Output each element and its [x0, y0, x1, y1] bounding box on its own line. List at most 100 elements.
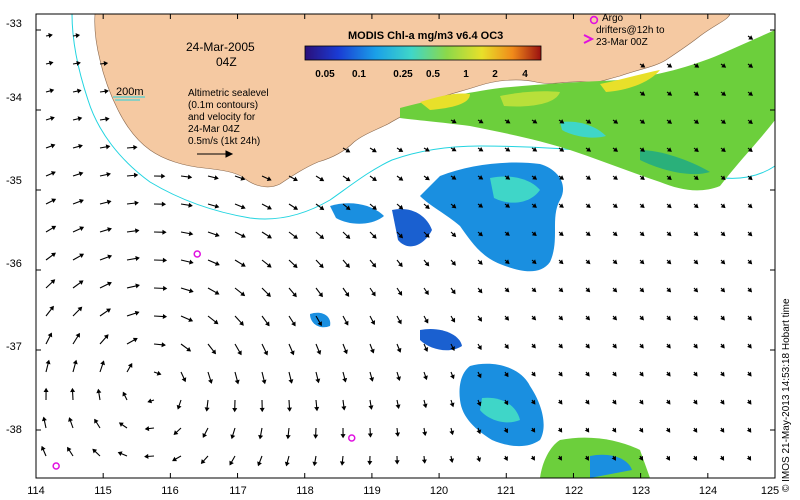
velocity-arrow-head — [202, 433, 208, 438]
velocity-arrow-head — [478, 175, 484, 180]
velocity-arrow-head — [103, 334, 109, 340]
velocity-arrow-head — [78, 171, 84, 177]
velocity-arrow-head — [611, 455, 617, 461]
velocity-arrow-head — [503, 428, 509, 434]
velocity-arrow-head — [368, 405, 374, 410]
velocity-arrow-head — [265, 321, 270, 327]
velocity-arrow-head — [451, 175, 457, 180]
velocity-arrow-head — [396, 347, 402, 353]
argo-note-line: Argo — [602, 13, 624, 24]
velocity-arrow-head — [613, 175, 618, 180]
velocity-arrow-head — [103, 61, 109, 67]
x-tick-label: 121 — [496, 485, 516, 497]
velocity-arrow-head — [258, 434, 264, 440]
velocity-arrow-head — [47, 332, 53, 338]
velocity-arrow-head — [449, 458, 455, 463]
velocity-arrow-head — [92, 448, 98, 454]
velocity-arrow-head — [611, 399, 617, 405]
velocity-arrow-head — [720, 371, 725, 377]
velocity-arrow-head — [693, 175, 699, 181]
velocity-arrow-head — [747, 203, 753, 209]
velocity-arrow-head — [68, 417, 73, 422]
velocity-arrow-head — [372, 176, 377, 182]
velocity-arrow-head — [49, 305, 54, 311]
velocity-arrow-head — [75, 332, 80, 338]
velocity-arrow-head — [667, 119, 673, 124]
velocity-arrow-head — [720, 343, 725, 349]
velocity-arrow-head — [477, 345, 482, 351]
velocity-arrow-head — [104, 88, 109, 94]
chlorophyll-layer — [310, 30, 775, 478]
velocity-arrow-head — [558, 287, 564, 293]
velocity-arrow-head — [229, 460, 234, 466]
velocity-arrow-head — [162, 229, 167, 235]
velocity-arrow-head — [720, 203, 726, 209]
velocity-arrow-head — [612, 315, 618, 321]
velocity-arrow-head — [424, 175, 430, 181]
velocity-arrow-head — [558, 343, 563, 349]
velocity-arrow-head — [266, 205, 272, 210]
velocity-arrow-head — [266, 176, 272, 181]
velocity-arrow-head — [398, 176, 404, 181]
velocity-arrow-head — [100, 360, 105, 366]
velocity-arrow-head — [585, 259, 591, 265]
velocity-arrow-head — [316, 349, 322, 355]
velocity-arrow-head — [557, 455, 562, 461]
sealevel-note-line: 24-Mar 04Z — [188, 124, 240, 135]
velocity-arrow-head — [531, 371, 536, 377]
velocity-arrow-head — [41, 416, 47, 422]
velocity-arrow-head — [395, 404, 401, 410]
time-label: 04Z — [216, 55, 237, 69]
velocity-arrow-head — [693, 315, 698, 321]
velocity-arrow-head — [639, 231, 645, 237]
velocity-arrow-head — [693, 147, 699, 152]
velocity-arrow-head — [746, 399, 752, 405]
drifter-legend-chevron — [583, 34, 595, 44]
velocity-arrow-head — [504, 344, 509, 349]
velocity-arrow-head — [240, 233, 246, 238]
velocity-arrow-head — [639, 287, 645, 293]
velocity-arrow-head — [135, 283, 140, 289]
velocity-arrow-head — [286, 407, 292, 412]
velocity-arrow-head — [423, 347, 429, 352]
velocity-arrow-head — [345, 234, 351, 240]
velocity-arrow-head — [94, 418, 99, 424]
velocity-arrow-head — [748, 63, 754, 68]
velocity-arrow-head — [397, 319, 402, 325]
velocity-arrow-head — [292, 292, 297, 298]
velocity-arrow-head — [213, 319, 219, 325]
velocity-arrow-head — [504, 372, 509, 378]
colorbar-tick: 0.1 — [352, 69, 366, 80]
velocity-arrow-head — [693, 343, 698, 349]
velocity-arrow-head — [612, 371, 617, 377]
velocity-arrow-head — [78, 143, 83, 149]
velocity-arrow-head — [720, 147, 726, 153]
velocity-arrow-head — [747, 259, 753, 265]
velocity-arrow-head — [423, 375, 428, 381]
velocity-arrow-head — [478, 118, 484, 124]
velocity-arrow-head — [72, 359, 78, 365]
velocity-arrow-head — [424, 232, 430, 238]
velocity-arrow-head — [665, 399, 671, 405]
velocity-arrow-head — [504, 315, 510, 321]
velocity-arrow-head — [477, 373, 482, 379]
velocity-arrow-head — [230, 434, 236, 440]
velocity-arrow-head — [451, 118, 457, 124]
velocity-arrow-head — [505, 203, 510, 208]
velocity-arrow-head — [666, 371, 671, 377]
velocity-arrow-head — [747, 371, 752, 377]
velocity-arrow-head — [50, 143, 56, 149]
velocity-arrow-head — [239, 320, 244, 326]
velocity-arrow-head — [531, 343, 536, 349]
velocity-arrow-head — [77, 116, 83, 122]
velocity-arrow-head — [369, 377, 375, 382]
velocity-arrows — [40, 33, 754, 467]
velocity-arrow-head — [559, 175, 565, 180]
velocity-arrow-head — [586, 119, 592, 124]
velocity-arrow-head — [214, 232, 220, 238]
velocity-arrow-head — [79, 253, 85, 259]
velocity-arrow-head — [692, 455, 698, 461]
velocity-arrow-head — [394, 460, 400, 465]
velocity-arrow-head — [293, 205, 299, 210]
velocity-arrow-head — [692, 427, 698, 433]
